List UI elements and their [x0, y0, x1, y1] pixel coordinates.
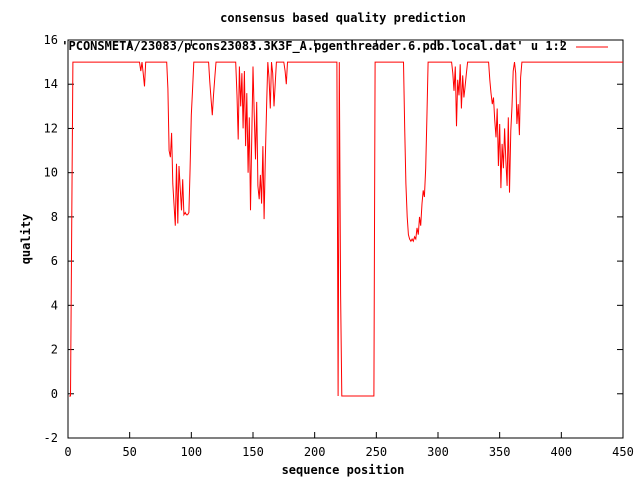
y-tick-label: 0 — [51, 387, 58, 401]
x-tick-label: 100 — [180, 445, 202, 459]
x-tick-label: 250 — [365, 445, 387, 459]
y-tick-label: 14 — [44, 77, 58, 91]
chart-title: consensus based quality prediction — [220, 11, 466, 25]
x-tick-label: 50 — [122, 445, 136, 459]
x-axis-label: sequence position — [282, 463, 405, 477]
quality-series-line — [69, 61, 623, 397]
axis-ticks — [67, 39, 624, 439]
x-tick-label: 450 — [612, 445, 634, 459]
y-tick-label: -2 — [44, 431, 58, 445]
x-tick-label: 200 — [304, 445, 326, 459]
y-tick-label: 6 — [51, 254, 58, 268]
plot-frame — [67, 39, 624, 439]
y-tick-label: 12 — [44, 121, 58, 135]
x-tick-label: 400 — [550, 445, 572, 459]
y-tick-label: 10 — [44, 166, 58, 180]
x-tick-label: 300 — [427, 445, 449, 459]
y-axis-label: quality — [19, 214, 33, 265]
x-tick-label: 0 — [64, 445, 71, 459]
x-tick-label: 150 — [242, 445, 264, 459]
legend-label: 'PCONSMETA/23083/pcons23083.3K3F_A.pgent… — [61, 39, 567, 54]
y-tick-label: 4 — [51, 298, 58, 312]
y-tick-label: 2 — [51, 343, 58, 357]
y-tick-label: 8 — [51, 210, 58, 224]
x-tick-label: 350 — [489, 445, 511, 459]
y-tick-label: 16 — [44, 33, 58, 47]
axis-tick-labels: 0 50 100 150 200 250 300 350 400 450 -2 0 2 4 6 8 10 12 14… — [44, 33, 634, 459]
